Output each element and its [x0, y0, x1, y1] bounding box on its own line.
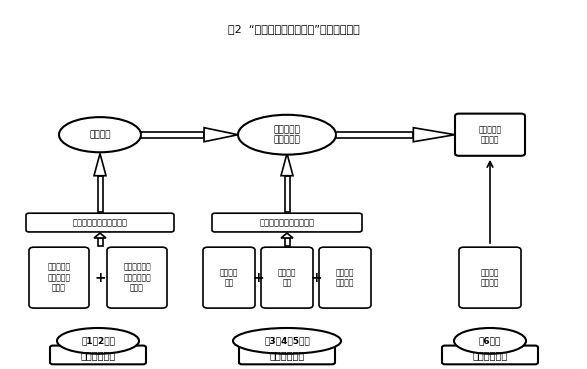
- Polygon shape: [97, 238, 103, 246]
- Text: 第6学期: 第6学期: [479, 337, 501, 345]
- Text: 第3、4、5学期: 第3、4、5学期: [264, 337, 310, 345]
- Text: 第三学习阶段: 第三学习阶段: [473, 350, 508, 360]
- Polygon shape: [281, 233, 293, 238]
- Text: 岗位对接的
岗位实习: 岗位对接的 岗位实习: [478, 125, 501, 144]
- FancyBboxPatch shape: [29, 247, 89, 308]
- Ellipse shape: [59, 117, 141, 152]
- Text: 专业认知: 专业认知: [89, 130, 111, 139]
- Text: 图2  “农学交替、弹性学制”人才培养模式: 图2 “农学交替、弹性学制”人才培养模式: [228, 24, 359, 34]
- Polygon shape: [285, 238, 289, 246]
- Ellipse shape: [238, 115, 336, 155]
- FancyBboxPatch shape: [239, 346, 335, 364]
- Text: 专业能力
模块: 专业能力 模块: [278, 268, 296, 287]
- FancyBboxPatch shape: [442, 346, 538, 364]
- Polygon shape: [97, 176, 103, 212]
- Text: 基本技能与基本素质培养: 基本技能与基本素质培养: [73, 218, 127, 227]
- FancyBboxPatch shape: [459, 247, 521, 308]
- Text: 拓展职业
能力模块: 拓展职业 能力模块: [336, 268, 354, 287]
- Polygon shape: [281, 154, 293, 176]
- Polygon shape: [285, 176, 289, 212]
- Polygon shape: [141, 132, 204, 138]
- Text: +: +: [252, 270, 264, 284]
- Polygon shape: [94, 154, 106, 176]
- Text: 专业技能与职业素质培养: 专业技能与职业素质培养: [259, 218, 315, 227]
- Polygon shape: [204, 128, 238, 142]
- Text: 职业素质模
块包含的部
分课程: 职业素质模 块包含的部 分课程: [48, 263, 70, 293]
- Text: 专业基本能力
模块包含的部
分课程: 专业基本能力 模块包含的部 分课程: [123, 263, 151, 293]
- Text: 第1、2学期: 第1、2学期: [81, 337, 115, 345]
- Text: 第二学习阶段: 第二学习阶段: [269, 350, 305, 360]
- Text: 职业素质
模块: 职业素质 模块: [220, 268, 238, 287]
- Text: 第一学习阶段: 第一学习阶段: [80, 350, 116, 360]
- Polygon shape: [413, 128, 455, 142]
- FancyBboxPatch shape: [107, 247, 167, 308]
- Text: +: +: [94, 270, 106, 284]
- Text: 综合职业
能力模块: 综合职业 能力模块: [481, 268, 500, 287]
- Ellipse shape: [233, 328, 341, 354]
- Polygon shape: [336, 132, 413, 138]
- FancyBboxPatch shape: [212, 213, 362, 232]
- Polygon shape: [94, 233, 106, 238]
- FancyBboxPatch shape: [319, 247, 371, 308]
- Text: +: +: [310, 270, 322, 284]
- Text: 岗位互换的
生产性实训: 岗位互换的 生产性实训: [274, 125, 301, 144]
- Ellipse shape: [454, 328, 526, 354]
- FancyBboxPatch shape: [26, 213, 174, 232]
- Ellipse shape: [57, 328, 139, 354]
- FancyBboxPatch shape: [203, 247, 255, 308]
- FancyBboxPatch shape: [50, 346, 146, 364]
- FancyBboxPatch shape: [261, 247, 313, 308]
- FancyBboxPatch shape: [455, 114, 525, 156]
